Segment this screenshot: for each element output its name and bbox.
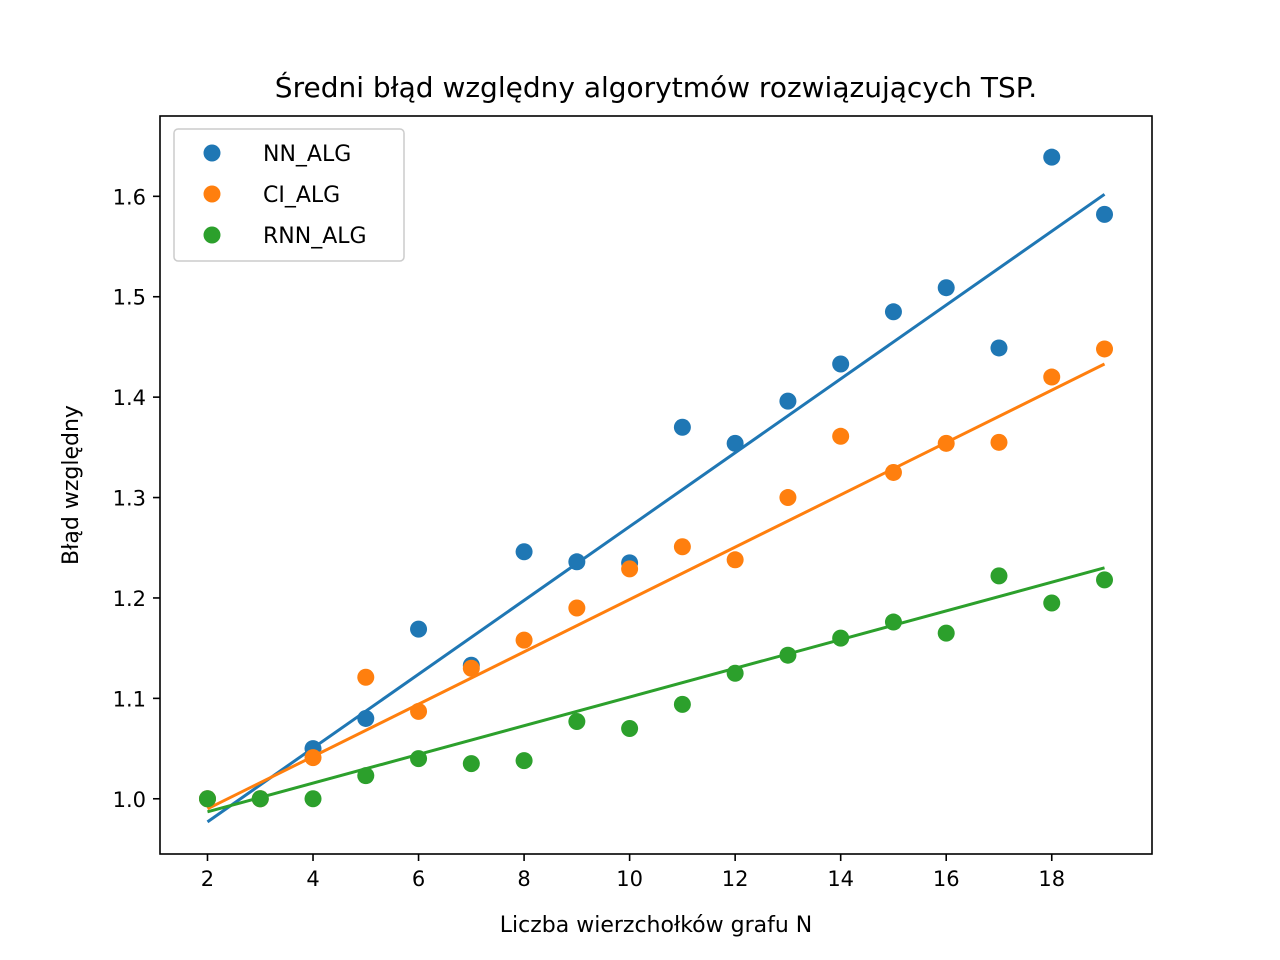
legend-marker-rnn-alg: [203, 226, 221, 244]
fit-line-rnn-alg: [207, 566, 1105, 814]
legend-box: [173, 128, 405, 262]
point-ci-alg: [1096, 340, 1114, 358]
y-tick-label: 1.5: [113, 286, 146, 310]
point-nn-alg: [832, 355, 850, 373]
point-rnn-alg: [621, 719, 639, 737]
point-nn-alg: [410, 620, 428, 638]
point-ci-alg: [462, 659, 480, 677]
point-rnn-alg: [462, 755, 480, 773]
x-axis: 2 4 6 8 10 12 14 16 18: [201, 854, 1065, 891]
point-ci-alg: [568, 599, 586, 617]
point-rnn-alg: [410, 750, 428, 768]
x-tick-label: 16: [933, 867, 960, 891]
point-nn-alg: [357, 709, 375, 727]
legend-label-rnn-alg: RNN_ALG: [263, 224, 367, 249]
x-tick-label: 8: [517, 867, 530, 891]
point-nn-alg: [515, 543, 533, 561]
point-ci-alg: [357, 668, 375, 686]
x-tick-label: 18: [1038, 867, 1065, 891]
point-nn-alg: [884, 303, 902, 321]
x-tick-label: 6: [412, 867, 425, 891]
x-tick-label: 12: [722, 867, 749, 891]
point-nn-alg: [990, 339, 1008, 357]
chart-title: Średni błąd względny algorytmów rozwiązu…: [275, 70, 1037, 104]
point-rnn-alg: [726, 664, 744, 682]
point-ci-alg: [673, 538, 691, 556]
point-ci-alg: [304, 749, 322, 767]
point-nn-alg: [726, 434, 744, 452]
x-axis-label: Liczba wierzchołków grafu N: [500, 913, 812, 938]
point-rnn-alg: [1096, 571, 1114, 589]
x-tick-label: 10: [616, 867, 643, 891]
point-ci-alg: [410, 702, 428, 720]
legend-label-nn-alg: NN_ALG: [263, 142, 351, 167]
point-rnn-alg: [198, 790, 216, 808]
point-nn-alg: [568, 553, 586, 571]
y-tick-label: 1.4: [113, 386, 146, 410]
point-nn-alg: [779, 392, 797, 410]
legend-label-ci-alg: CI_ALG: [263, 183, 340, 208]
point-nn-alg: [673, 418, 691, 436]
point-rnn-alg: [832, 629, 850, 647]
y-tick-label: 1.3: [113, 487, 146, 511]
point-nn-alg: [937, 279, 955, 297]
point-ci-alg: [726, 551, 744, 569]
point-ci-alg: [990, 433, 1008, 451]
x-tick-label: 4: [306, 867, 319, 891]
axes-frame: [159, 115, 1153, 855]
y-tick-label: 1.0: [113, 788, 146, 812]
legend-marker-nn-alg: [203, 144, 221, 162]
point-ci-alg: [937, 434, 955, 452]
y-tick-label: 1.6: [113, 185, 146, 209]
fit-line-nn-alg: [206, 193, 1106, 824]
point-rnn-alg: [251, 790, 269, 808]
point-ci-alg: [884, 463, 902, 481]
point-rnn-alg: [990, 567, 1008, 585]
y-axis: 1.0 1.1 1.2 1.3 1.4 1.5 1.6: [113, 185, 160, 812]
point-rnn-alg: [304, 790, 322, 808]
x-tick-label: 14: [827, 867, 854, 891]
point-ci-alg: [779, 489, 797, 507]
point-ci-alg: [1043, 368, 1061, 386]
point-ci-alg: [515, 631, 533, 649]
point-rnn-alg: [568, 712, 586, 730]
point-ci-alg: [621, 560, 639, 578]
point-rnn-alg: [673, 695, 691, 713]
point-rnn-alg: [1043, 594, 1061, 612]
plot-area: [198, 148, 1114, 824]
y-tick-label: 1.2: [113, 587, 146, 611]
point-rnn-alg: [515, 752, 533, 770]
point-rnn-alg: [937, 624, 955, 642]
point-nn-alg: [1043, 148, 1061, 166]
point-rnn-alg: [779, 646, 797, 664]
point-nn-alg: [1096, 205, 1114, 223]
point-ci-alg: [832, 427, 850, 445]
legend-marker-ci-alg: [203, 185, 221, 203]
legend: NN_ALG CI_ALG RNN_ALG: [173, 128, 405, 262]
point-rnn-alg: [884, 613, 902, 631]
y-tick-label: 1.1: [113, 687, 146, 711]
y-axis-label: Błąd względny: [59, 405, 84, 565]
fit-line-ci-alg: [206, 362, 1106, 811]
point-rnn-alg: [357, 767, 375, 785]
x-tick-label: 2: [201, 867, 214, 891]
